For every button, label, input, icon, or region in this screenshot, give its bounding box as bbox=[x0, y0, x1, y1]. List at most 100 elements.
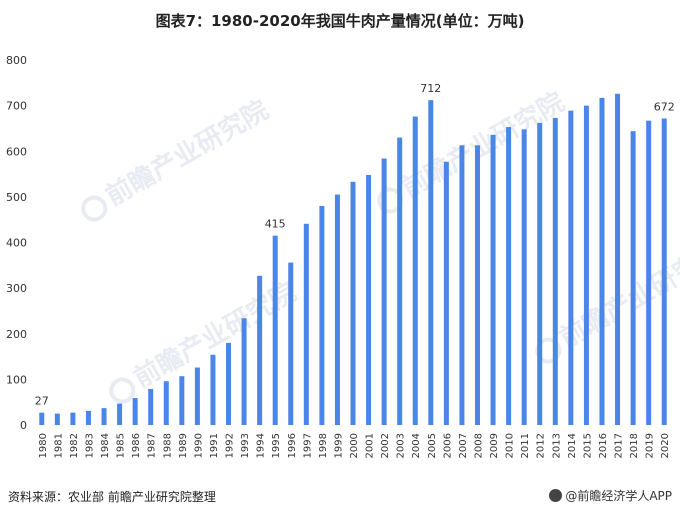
x-tick-label: 2012 bbox=[536, 433, 547, 458]
bar bbox=[117, 403, 123, 425]
bar bbox=[630, 131, 636, 426]
y-tick-label: 100 bbox=[6, 373, 27, 386]
x-tick-label: 1996 bbox=[287, 433, 298, 458]
x-tick-label: 2016 bbox=[598, 433, 609, 458]
x-tick-label: 2010 bbox=[505, 433, 516, 458]
x-tick-label: 1994 bbox=[256, 433, 267, 458]
bar bbox=[70, 412, 76, 425]
x-tick-label: 1992 bbox=[225, 433, 236, 458]
bar bbox=[381, 158, 387, 426]
x-tick-label: 1988 bbox=[162, 433, 173, 458]
bar bbox=[132, 398, 138, 425]
data-label: 27 bbox=[35, 395, 49, 408]
y-tick-label: 800 bbox=[6, 54, 27, 67]
bar bbox=[646, 120, 652, 426]
x-tick-label: 1986 bbox=[131, 433, 142, 458]
bar bbox=[615, 93, 621, 425]
x-tick-label: 2019 bbox=[645, 433, 656, 458]
y-tick-label: 500 bbox=[6, 191, 27, 204]
footer-brand-text: @前瞻经济学人APP bbox=[565, 489, 672, 503]
x-tick-label: 1998 bbox=[318, 433, 329, 458]
y-tick-label: 700 bbox=[6, 100, 27, 113]
bar bbox=[148, 388, 154, 425]
bars bbox=[39, 93, 667, 426]
x-tick-label: 1981 bbox=[53, 433, 64, 458]
y-tick-label: 400 bbox=[6, 237, 27, 250]
x-tick-label: 1989 bbox=[178, 433, 189, 458]
x-tick-label: 2006 bbox=[442, 433, 453, 458]
bar bbox=[101, 408, 107, 425]
bar bbox=[521, 129, 527, 425]
x-tick-label: 1991 bbox=[209, 433, 220, 458]
bar bbox=[194, 367, 200, 425]
bar bbox=[366, 174, 372, 425]
x-tick-label: 2008 bbox=[473, 433, 484, 458]
data-label: 712 bbox=[420, 82, 441, 95]
bar bbox=[179, 376, 185, 425]
x-tick-label: 1982 bbox=[69, 433, 80, 458]
x-tick-label: 1983 bbox=[84, 433, 95, 458]
x-tick-label: 2005 bbox=[427, 433, 438, 458]
bar bbox=[350, 181, 356, 425]
y-tick-label: 200 bbox=[6, 328, 27, 341]
footer-brand: @前瞻经济学人APP bbox=[549, 487, 672, 504]
bar bbox=[506, 127, 512, 425]
x-tick-label: 1997 bbox=[302, 433, 313, 458]
bar bbox=[490, 134, 496, 425]
bar bbox=[583, 105, 589, 425]
bar bbox=[568, 110, 574, 426]
bar bbox=[163, 381, 169, 425]
bar bbox=[443, 161, 449, 425]
x-tick-label: 2017 bbox=[614, 433, 625, 458]
data-label: 672 bbox=[654, 100, 675, 113]
x-tick-label: 2015 bbox=[582, 433, 593, 458]
bar bbox=[210, 354, 216, 425]
bar bbox=[303, 223, 309, 425]
bar bbox=[39, 412, 45, 425]
x-axis: 1980 1981 1982 1983 1984 1985 1986 1987 1988 1989… bbox=[38, 433, 671, 458]
x-tick-label: 2014 bbox=[567, 433, 578, 458]
x-tick-label: 1985 bbox=[116, 433, 127, 458]
x-tick-label: 1987 bbox=[147, 433, 158, 458]
x-tick-label: 2003 bbox=[396, 433, 407, 458]
bar bbox=[428, 100, 434, 426]
y-axis: 0 100 200 300 400 500 600 700 800 bbox=[6, 54, 27, 432]
bar bbox=[257, 275, 263, 425]
bar bbox=[54, 413, 60, 425]
x-tick-label: 1999 bbox=[333, 433, 344, 458]
brand-logo-icon bbox=[549, 489, 563, 502]
x-tick-label: 2001 bbox=[365, 433, 376, 458]
bar bbox=[599, 97, 605, 426]
x-tick-label: 1990 bbox=[193, 433, 204, 458]
bar bbox=[412, 116, 418, 425]
x-tick-label: 2020 bbox=[660, 433, 671, 458]
x-tick-label: 2004 bbox=[411, 433, 422, 458]
bar bbox=[552, 117, 558, 425]
x-tick-label: 1993 bbox=[240, 433, 251, 458]
bar bbox=[537, 122, 543, 426]
bar bbox=[85, 410, 91, 425]
bar bbox=[319, 206, 325, 425]
y-tick-label: 300 bbox=[6, 282, 27, 295]
y-tick-label: 600 bbox=[6, 145, 27, 158]
bar bbox=[241, 318, 247, 425]
x-tick-label: 2009 bbox=[489, 433, 500, 458]
x-tick-label: 2002 bbox=[380, 433, 391, 458]
x-tick-label: 1995 bbox=[271, 433, 282, 458]
bar bbox=[226, 342, 232, 425]
bar bbox=[661, 118, 667, 426]
chart-title: 图表7：1980-2020年我国牛肉产量情况(单位：万吨) bbox=[155, 12, 525, 30]
x-tick-label: 2011 bbox=[520, 433, 531, 458]
bar bbox=[272, 235, 278, 425]
y-tick-label: 0 bbox=[20, 419, 27, 432]
x-tick-label: 1984 bbox=[100, 433, 111, 458]
bar bbox=[474, 145, 480, 425]
x-tick-label: 1980 bbox=[38, 433, 49, 458]
x-tick-label: 2007 bbox=[458, 433, 469, 458]
bar bbox=[397, 137, 403, 425]
data-labels: 27 415 712 672 bbox=[35, 82, 675, 408]
bar bbox=[288, 262, 294, 425]
x-tick-label: 2000 bbox=[349, 433, 360, 458]
data-label: 415 bbox=[265, 218, 286, 231]
